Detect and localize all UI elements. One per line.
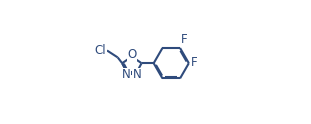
Text: N: N [133,68,142,81]
Text: O: O [127,48,137,61]
Text: N: N [121,68,130,81]
Text: F: F [191,56,197,69]
Text: Cl: Cl [95,44,106,57]
Text: F: F [181,33,187,46]
